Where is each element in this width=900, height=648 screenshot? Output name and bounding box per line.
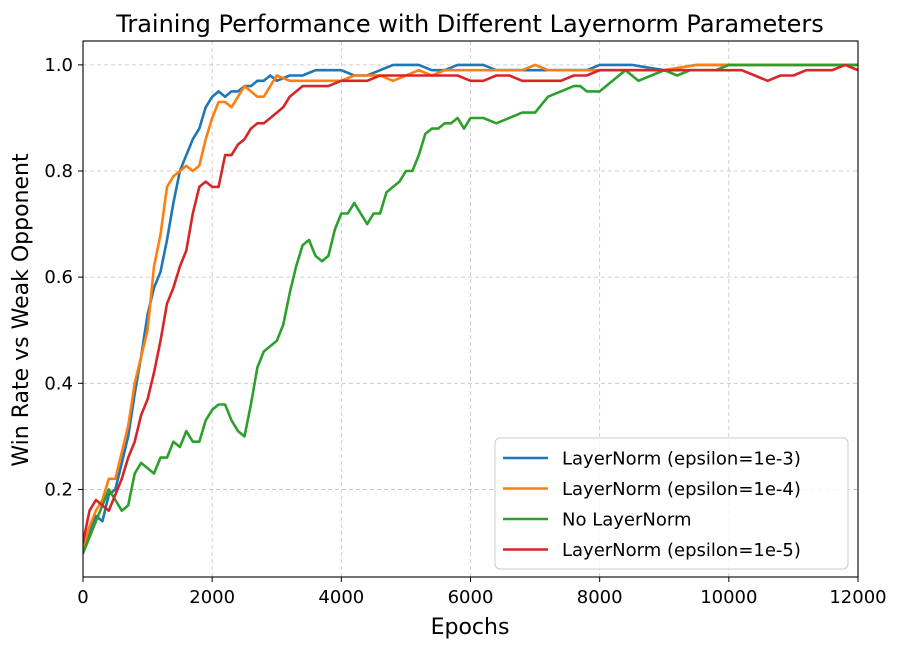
legend: LayerNorm (epsilon=1e-3) LayerNorm (epsil… bbox=[494, 437, 849, 570]
y-tick-label: 0.2 bbox=[44, 479, 73, 500]
legend-label-3: No LayerNorm bbox=[562, 510, 691, 531]
y-tick-label: 0.6 bbox=[44, 267, 73, 288]
x-tick-label: 8000 bbox=[577, 587, 623, 608]
chart-title: Training Performance with Different Laye… bbox=[115, 10, 824, 38]
series-line-3 bbox=[83, 63, 858, 555]
x-tick-label: 4000 bbox=[318, 587, 364, 608]
x-tick-label: 6000 bbox=[448, 587, 494, 608]
x-tick-label: 12000 bbox=[829, 587, 886, 608]
y-tick-label: 0.8 bbox=[44, 161, 73, 182]
series-line-4 bbox=[83, 63, 858, 544]
x-tick-label: 0 bbox=[77, 587, 88, 608]
y-tick-label: 1.0 bbox=[44, 55, 73, 76]
axis-ticks: 0 2000 4000 6000 8000 10000 12000 0.2 0.4 0.6 0.8 1… bbox=[44, 55, 886, 608]
series-line-2 bbox=[83, 63, 858, 550]
x-axis-label: Epochs bbox=[431, 615, 510, 640]
legend-label-1: LayerNorm (epsilon=1e-3) bbox=[562, 449, 801, 470]
y-axis-label: Win Rate vs Weak Opponent bbox=[9, 153, 34, 467]
x-tick-label: 2000 bbox=[189, 587, 235, 608]
x-tick-label: 10000 bbox=[700, 587, 757, 608]
legend-box bbox=[494, 437, 849, 570]
y-tick-label: 0.4 bbox=[44, 373, 73, 394]
legend-label-2: LayerNorm (epsilon=1e-4) bbox=[562, 479, 801, 500]
series-lines bbox=[83, 63, 858, 555]
legend-label-4: LayerNorm (epsilon=1e-5) bbox=[562, 540, 801, 561]
